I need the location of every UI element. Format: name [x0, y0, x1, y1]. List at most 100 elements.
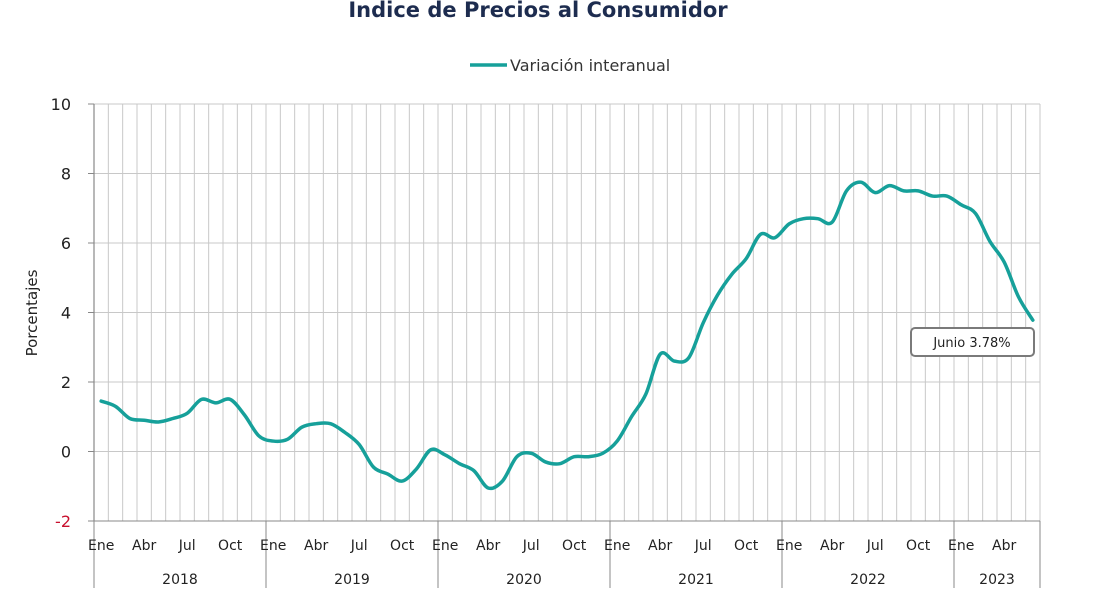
data-point	[673, 360, 675, 362]
x-tick-label-month: Ene	[260, 538, 286, 554]
data-point	[688, 356, 690, 358]
x-tick-label-month: Oct	[562, 538, 587, 554]
data-point	[544, 461, 546, 463]
data-point	[645, 393, 647, 395]
y-tick-label: 10	[51, 95, 71, 114]
data-point	[774, 237, 776, 239]
data-point	[659, 353, 661, 355]
x-tick-label-month: Abr	[992, 538, 1016, 554]
data-point	[415, 468, 417, 470]
series-line-variacion-interanual	[99, 180, 1035, 491]
data-callout: Junio 3.78%	[910, 327, 1035, 357]
data-point	[100, 400, 102, 402]
x-tick-label-month: Oct	[218, 538, 243, 554]
y-tick-label: 0	[61, 443, 71, 462]
data-point	[516, 456, 518, 458]
data-point	[301, 426, 303, 428]
x-axis-tick-labels: Ene Abr Jul Oct Ene Abr Jul Oct Ene Abr Jul Oct Ene A…	[88, 538, 1017, 588]
data-point	[616, 440, 618, 442]
data-point	[1017, 296, 1019, 298]
data-point	[559, 462, 561, 464]
y-tick-label: -2	[55, 512, 71, 531]
y-axis-tick-labels: -2 0 2 4 6 8 10	[51, 95, 71, 531]
data-point	[831, 221, 833, 223]
series-group	[99, 180, 1035, 491]
data-point	[430, 449, 432, 451]
x-tick-label-month: Abr	[820, 538, 844, 554]
data-point	[286, 438, 288, 440]
data-point	[487, 487, 489, 489]
data-point	[401, 480, 403, 482]
x-tick-label-month: Oct	[390, 538, 415, 554]
data-point	[458, 462, 460, 464]
x-tick-label-month: Abr	[304, 538, 328, 554]
data-point	[501, 480, 503, 482]
x-tick-label-month: Ene	[432, 538, 458, 554]
data-point	[172, 417, 174, 419]
data-point	[974, 212, 976, 214]
data-point	[530, 452, 532, 454]
x-tick-label-month: Ene	[776, 538, 802, 554]
data-point	[129, 417, 131, 419]
data-point	[243, 414, 245, 416]
x-tick-label-year: 2021	[678, 572, 714, 588]
data-point	[860, 181, 862, 183]
data-point	[788, 223, 790, 225]
legend: Variación interanual	[470, 56, 670, 75]
data-point	[960, 204, 962, 206]
data-point	[157, 421, 159, 423]
data-point	[888, 184, 890, 186]
data-point	[444, 454, 446, 456]
data-point	[215, 402, 217, 404]
data-point	[372, 466, 374, 468]
data-point	[200, 398, 202, 400]
data-point	[716, 294, 718, 296]
data-point	[358, 443, 360, 445]
x-tick-label-month: Abr	[132, 538, 156, 554]
data-point	[745, 257, 747, 259]
data-point	[344, 431, 346, 433]
data-point	[315, 423, 317, 425]
data-point	[573, 456, 575, 458]
data-point	[817, 217, 819, 219]
y-tick-label: 6	[61, 234, 71, 253]
x-tick-label-month: Ene	[88, 538, 114, 554]
data-point	[989, 240, 991, 242]
data-point	[903, 190, 905, 192]
data-point	[473, 469, 475, 471]
data-point	[114, 405, 116, 407]
data-point	[917, 190, 919, 192]
x-tick-label-month: Ene	[604, 538, 630, 554]
y-axis-label: Porcentajes	[23, 269, 41, 356]
x-tick-label-year: 2018	[162, 572, 198, 588]
x-tick-label-year: 2019	[334, 572, 370, 588]
data-point	[759, 233, 761, 235]
data-point	[931, 195, 933, 197]
data-point	[731, 273, 733, 275]
data-point	[186, 412, 188, 414]
x-tick-label-month: Jul	[350, 538, 368, 554]
data-point	[602, 452, 604, 454]
data-point	[272, 440, 274, 442]
data-point	[1032, 319, 1034, 321]
x-tick-label-month: Ene	[948, 538, 974, 554]
data-point	[229, 398, 231, 400]
x-tick-label-month: Jul	[694, 538, 712, 554]
data-point	[258, 435, 260, 437]
data-point	[845, 190, 847, 192]
callout-box	[910, 327, 1035, 357]
x-tick-label-month: Jul	[866, 538, 884, 554]
data-point	[702, 322, 704, 324]
callout-label: Junio 3.78%	[932, 336, 1010, 351]
x-tick-label-year: 2020	[506, 572, 542, 588]
x-tick-label-month: Oct	[734, 538, 759, 554]
data-point	[143, 419, 145, 421]
x-tick-label-month: Oct	[906, 538, 931, 554]
x-tick-label-year: 2023	[979, 572, 1015, 588]
y-tick-label: 2	[61, 373, 71, 392]
x-tick-label-month: Jul	[522, 538, 540, 554]
data-point	[587, 456, 589, 458]
legend-label: Variación interanual	[510, 56, 670, 75]
y-tick-label: 4	[61, 304, 71, 323]
grid	[93, 103, 1041, 522]
